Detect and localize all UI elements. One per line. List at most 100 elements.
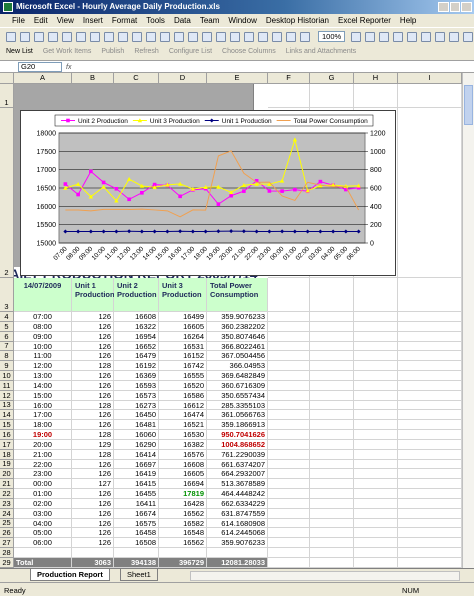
data-cell[interactable]: 02:00	[14, 498, 72, 509]
cell[interactable]	[398, 380, 462, 391]
cell[interactable]	[310, 278, 354, 312]
data-cell[interactable]: 16582	[159, 518, 207, 529]
menu-item[interactable]: Team	[199, 16, 220, 25]
data-cell[interactable]: 16612	[159, 400, 207, 411]
row-header[interactable]: 16	[0, 430, 14, 440]
cell[interactable]	[72, 548, 114, 558]
row-header[interactable]: 3	[0, 278, 14, 312]
cell[interactable]	[310, 439, 354, 450]
cell[interactable]	[268, 371, 310, 381]
row-header[interactable]: 21	[0, 479, 14, 490]
row-header[interactable]: 22	[0, 489, 14, 499]
data-cell[interactable]: 614.2445068	[207, 528, 268, 539]
data-cell[interactable]: 126	[72, 410, 114, 421]
toolbar-icon[interactable]	[6, 31, 16, 42]
data-cell[interactable]: 16411	[114, 498, 159, 509]
cell[interactable]	[268, 469, 310, 480]
data-cell[interactable]: 126	[72, 489, 114, 499]
menu-item[interactable]: Insert	[82, 16, 103, 25]
data-cell[interactable]: 16369	[114, 371, 159, 381]
data-cell[interactable]: 16548	[159, 528, 207, 539]
toolbar-icon[interactable]	[202, 31, 212, 42]
data-cell[interactable]: 16192	[114, 361, 159, 372]
data-cell[interactable]: 359.9076233	[207, 312, 268, 322]
data-cell[interactable]: 285.3355103	[207, 400, 268, 411]
row-header[interactable]: 10	[0, 371, 14, 381]
cell[interactable]	[310, 84, 354, 108]
data-cell[interactable]: 16499	[159, 312, 207, 322]
data-cell[interactable]: 126	[72, 380, 114, 391]
data-cell[interactable]: 12:00	[14, 361, 72, 372]
row-header[interactable]: 23	[0, 499, 14, 509]
cell[interactable]	[398, 410, 462, 421]
cell[interactable]	[354, 518, 398, 529]
cell[interactable]	[310, 331, 354, 342]
toolbar-icon[interactable]	[216, 31, 226, 42]
cell[interactable]	[310, 518, 354, 529]
data-cell[interactable]: 126	[72, 508, 114, 519]
cell[interactable]	[268, 321, 310, 332]
cell[interactable]	[398, 548, 462, 558]
cell[interactable]	[398, 108, 462, 278]
cell[interactable]	[268, 84, 310, 108]
column-header[interactable]: D	[159, 73, 207, 84]
cell[interactable]	[310, 371, 354, 381]
menu-item[interactable]: Data	[173, 16, 191, 25]
cell[interactable]	[354, 479, 398, 490]
data-cell[interactable]: 361.0566763	[207, 410, 268, 421]
data-cell[interactable]: 16573	[114, 390, 159, 401]
cell[interactable]	[354, 341, 398, 352]
row-header[interactable]: 9	[0, 361, 14, 372]
cell[interactable]	[398, 278, 462, 312]
data-cell[interactable]: 359.9076233	[207, 538, 268, 549]
data-cell[interactable]: 16605	[159, 469, 207, 480]
menu-item[interactable]: Help	[399, 16, 417, 25]
column-header[interactable]: A	[14, 73, 72, 84]
data-cell[interactable]: 128	[72, 430, 114, 440]
maximize-button[interactable]	[449, 2, 461, 12]
cell[interactable]	[398, 390, 462, 401]
cell[interactable]	[114, 548, 159, 558]
data-cell[interactable]: 04:00	[14, 518, 72, 529]
toolbar-icon[interactable]	[300, 31, 310, 42]
cell[interactable]	[354, 548, 398, 558]
sheet-tab[interactable]: Sheet1	[120, 569, 158, 581]
menu-item[interactable]: Tools	[146, 16, 165, 25]
row-header[interactable]: 20	[0, 469, 14, 480]
data-cell[interactable]: 16481	[114, 420, 159, 431]
toolbar-icon[interactable]	[146, 31, 156, 42]
cell[interactable]	[268, 518, 310, 529]
window-controls[interactable]	[438, 2, 473, 12]
cell[interactable]	[310, 430, 354, 440]
cell[interactable]	[268, 390, 310, 401]
cell[interactable]	[398, 341, 462, 352]
close-button[interactable]	[461, 2, 473, 12]
data-cell[interactable]: 16562	[159, 538, 207, 549]
cell[interactable]	[398, 508, 462, 519]
data-cell[interactable]: 661.6374207	[207, 459, 268, 470]
toolbar-button[interactable]: Refresh	[134, 48, 159, 55]
data-cell[interactable]: 126	[72, 469, 114, 480]
data-cell[interactable]: 16450	[114, 410, 159, 421]
cell[interactable]	[398, 351, 462, 362]
data-cell[interactable]: 06:00	[14, 538, 72, 549]
cell[interactable]	[398, 528, 462, 539]
cell[interactable]	[354, 420, 398, 431]
vertical-scrollbar[interactable]	[462, 73, 474, 568]
scroll-thumb[interactable]	[464, 85, 473, 125]
data-cell[interactable]: 16608	[159, 459, 207, 470]
menu-item[interactable]: File	[12, 16, 25, 25]
data-cell[interactable]: 03:00	[14, 508, 72, 519]
data-cell[interactable]: 16530	[159, 430, 207, 440]
toolbar-icon[interactable]	[435, 31, 446, 42]
data-cell[interactable]: 631.8747559	[207, 508, 268, 519]
data-cell[interactable]: 126	[72, 459, 114, 470]
row-header[interactable]: 26	[0, 528, 14, 539]
cell[interactable]	[268, 410, 310, 421]
data-cell[interactable]: 16521	[159, 420, 207, 431]
data-cell[interactable]: 16520	[159, 380, 207, 391]
cell[interactable]	[398, 469, 462, 480]
column-header[interactable]: E	[207, 73, 268, 84]
cell[interactable]	[398, 400, 462, 411]
cell[interactable]	[398, 439, 462, 450]
